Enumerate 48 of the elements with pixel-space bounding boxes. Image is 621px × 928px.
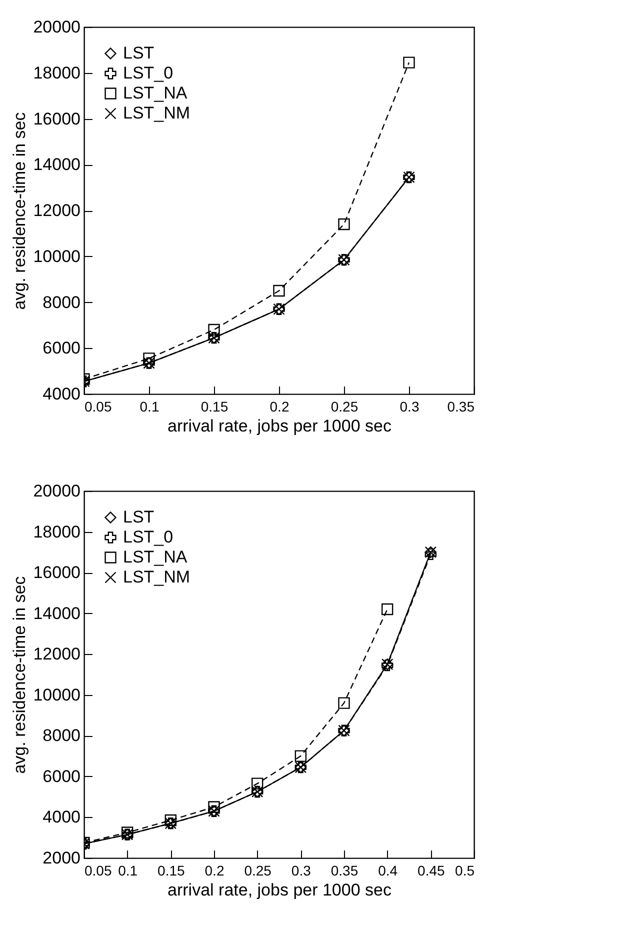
legend-label: LST_NA: [123, 548, 188, 566]
x-tick-label: 0.35: [330, 862, 358, 878]
x-tick-label: 0.4: [378, 862, 398, 878]
y-tick-label: 14000: [33, 604, 80, 623]
y-tick-label: 2000: [42, 848, 80, 868]
y-axis-title: avg. residence-time in sec: [10, 576, 30, 774]
legend-label: LST_0: [123, 64, 174, 82]
y-tick-label: 4000: [42, 808, 80, 827]
x-tick-label: 0.2: [270, 398, 290, 414]
x-tick-label: 0.1: [118, 862, 138, 878]
legend-label: LST: [123, 508, 154, 526]
legend-label: LST_NA: [123, 84, 188, 102]
y-tick-label: 20000: [33, 482, 80, 500]
x-tick-label: 0.05: [84, 398, 112, 414]
y-axis-title: avg. residence-time in sec: [10, 112, 30, 310]
y-tick-label: 14000: [33, 155, 80, 174]
x-tick-label: 0.3: [400, 398, 420, 414]
y-tick-label: 16000: [33, 563, 80, 582]
y-tick-label: 10000: [33, 246, 80, 266]
y-tick-label: 6000: [42, 766, 80, 786]
y-tick-label: 8000: [42, 292, 80, 312]
y-tick-label: 8000: [42, 726, 80, 746]
y-tick-label: 16000: [33, 109, 80, 128]
y-tick-label: 12000: [33, 644, 80, 664]
x-tick-label: 0.25: [244, 862, 272, 878]
x-tick-label: 0.1: [140, 398, 160, 414]
y-tick-label: 18000: [33, 522, 80, 542]
y-tick-label: 10000: [33, 685, 80, 704]
legend-label: LST_0: [123, 528, 174, 546]
x-axis-title: arrival rate, jobs per 1000 sec: [168, 880, 392, 900]
x-tick-label: 0.2: [204, 862, 224, 878]
y-tick-label: 20000: [33, 18, 80, 36]
x-tick-label: 0.45: [418, 862, 446, 878]
x-tick-label: 0.15: [200, 398, 228, 414]
x-tick-label: 0.5: [455, 862, 475, 878]
legend-label: LST: [123, 44, 154, 62]
x-tick-label: 0.3: [291, 862, 312, 878]
y-tick-label: 4000: [42, 384, 80, 404]
y-tick-label: 18000: [33, 63, 80, 82]
legend-label: LST_NM: [123, 104, 190, 122]
y-tick-label: 12000: [33, 201, 80, 220]
x-tick-label: 0.35: [447, 398, 475, 414]
x-axis-title: arrival rate, jobs per 1000 sec: [168, 416, 392, 436]
x-tick-label: 0.05: [84, 862, 112, 878]
y-tick-label: 6000: [42, 338, 80, 358]
x-tick-label: 0.25: [330, 398, 358, 414]
legend-label: LST_NM: [123, 568, 190, 586]
x-tick-label: 0.15: [158, 862, 186, 878]
